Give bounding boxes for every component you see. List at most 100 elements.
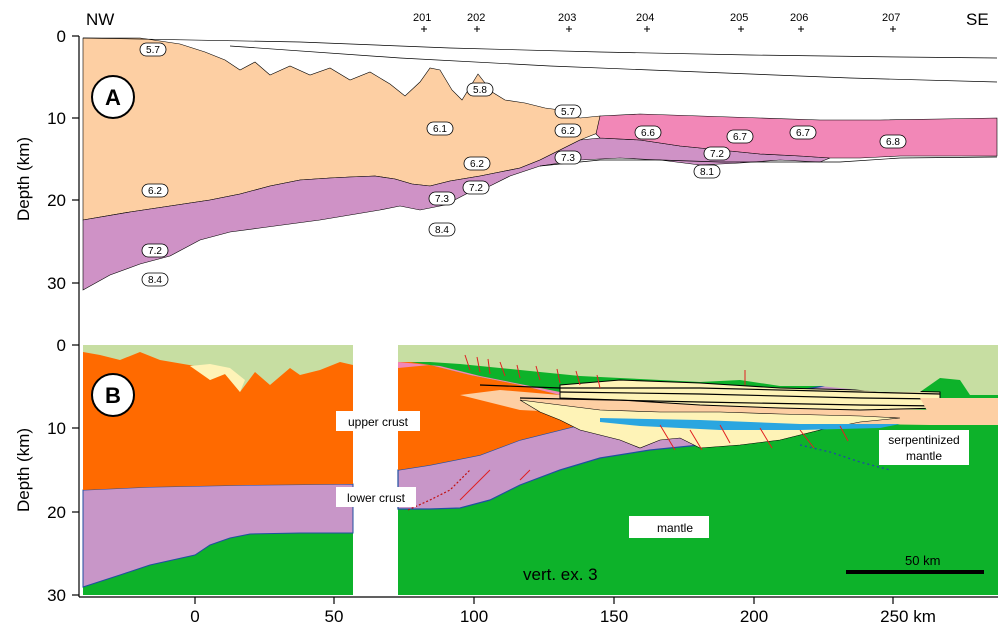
velocity-label: 6.6: [634, 125, 662, 140]
station-mark-203: [566, 26, 572, 32]
velocity-label: 7.2: [141, 243, 169, 258]
panel-a-sediment-line: [229, 45, 998, 83]
x-axis: 0 50 100 150 200 250 km: [79, 596, 998, 626]
panel-a-y-axis: 0 10 20 30 Depth (km): [14, 27, 80, 322]
station-201: 201: [413, 12, 431, 24]
svg-text:6.2: 6.2: [561, 126, 575, 137]
panel-b-left-lower-crust: [82, 483, 354, 588]
velocity-label: 6.2: [463, 156, 491, 171]
panel-b-left-upper-crust: [83, 345, 353, 490]
svg-text:6.8: 6.8: [886, 137, 900, 148]
station-mark-202: [474, 26, 480, 32]
serpentinized-label-2: mantle: [906, 449, 942, 463]
velocity-label: 8.4: [141, 272, 169, 287]
velocity-label: 5.8: [466, 82, 494, 97]
serpentinized-box: [879, 430, 969, 465]
velocity-label: 6.7: [789, 125, 817, 140]
panel-a-ytick-0: 0: [57, 27, 66, 46]
panel-b-red-dotted: [407, 469, 471, 511]
svg-text:5.7: 5.7: [146, 45, 160, 56]
panel-a-velocity-labels: 5.7 5.8 5.7 6.1 6.2 6.6 6.7 6.7 6.8 6.2 …: [139, 42, 907, 287]
station-205: 205: [730, 12, 748, 24]
panel-b-ytick-10: 10: [47, 419, 66, 438]
panel-b-ylabel: Depth (km): [14, 428, 33, 512]
svg-text:6.2: 6.2: [148, 186, 162, 197]
svg-text:6.7: 6.7: [796, 128, 810, 139]
panel-a-surface-line: [82, 37, 998, 59]
station-207: 207: [882, 12, 900, 24]
panel-a-moho-line: [539, 156, 998, 167]
svg-text:8.4: 8.4: [435, 225, 449, 236]
station-mark-207: [890, 26, 896, 32]
panel-a-ytick-30: 30: [47, 274, 66, 293]
svg-text:7.2: 7.2: [710, 149, 724, 160]
lower-crust-box: [336, 487, 416, 507]
svg-text:6.2: 6.2: [470, 159, 484, 170]
station-mark-205: [738, 26, 744, 32]
velocity-label: 6.1: [426, 121, 454, 136]
vert-ex-label: vert. ex. 3: [523, 565, 598, 584]
panel-a-ytick-20: 20: [47, 191, 66, 210]
panel-b-blue-dotted: [799, 444, 891, 471]
serpentinized-label-1: serpentinized: [888, 433, 959, 447]
panel-a-letter: A: [105, 85, 121, 110]
station-mark-204: [644, 26, 650, 32]
velocity-label: 8.4: [428, 222, 456, 237]
panel-a-letter-circle: [91, 75, 135, 119]
station-204: 204: [636, 12, 654, 24]
mantle-label: mantle: [657, 521, 693, 535]
upper-crust-label: upper crust: [348, 415, 409, 429]
station-206: 206: [790, 12, 808, 24]
xtick-100: 100: [460, 607, 488, 626]
velocity-label: 6.2: [141, 183, 169, 198]
xtick-0: 0: [190, 607, 199, 626]
station-markers: 201 202 203 204 205 206 207: [413, 12, 900, 32]
svg-text:7.3: 7.3: [561, 153, 575, 164]
velocity-label: 7.3: [428, 191, 456, 206]
panel-b-ytick-0: 0: [57, 336, 66, 355]
nw-label: NW: [86, 10, 114, 29]
panel-a: 5.7 5.8 5.7 6.1 6.2 6.6 6.7 6.7 6.8 6.2 …: [14, 27, 998, 322]
lower-crust-label: lower crust: [347, 491, 406, 505]
station-203: 203: [558, 12, 576, 24]
svg-text:6.1: 6.1: [433, 124, 447, 135]
velocity-label: 6.2: [554, 123, 582, 138]
panel-a-ylabel: Depth (km): [14, 137, 33, 221]
panel-b-letter: B: [105, 383, 121, 408]
xtick-250: 250 km: [880, 607, 936, 626]
panel-b-y-axis: 0 10 20 30 Depth (km): [14, 322, 80, 605]
xtick-150: 150: [600, 607, 628, 626]
velocity-label: 5.7: [139, 42, 167, 57]
panel-b-faults: [459, 354, 849, 501]
svg-text:5.7: 5.7: [561, 107, 575, 118]
panel-b-left-yellow: [190, 364, 245, 392]
velocity-label: 7.3: [554, 150, 582, 165]
station-mark-201: [421, 26, 427, 32]
se-label: SE: [966, 10, 989, 29]
svg-text:8.1: 8.1: [700, 167, 714, 178]
scale-bar-label: 50 km: [905, 553, 940, 568]
upper-crust-box: [336, 411, 420, 431]
svg-text:7.2: 7.2: [469, 183, 483, 194]
station-202: 202: [467, 12, 485, 24]
station-mark-206: [798, 26, 804, 32]
velocity-label: 5.7: [554, 104, 582, 119]
xtick-50: 50: [325, 607, 344, 626]
velocity-label: 6.8: [879, 134, 907, 149]
xtick-200: 200: [740, 607, 768, 626]
panel-b-blue-layer: [600, 418, 900, 430]
panel-a-ytick-10: 10: [47, 109, 66, 128]
panel-b-serpentinized: [920, 398, 998, 416]
panel-b: B upper crust lower crust mantle serpent…: [14, 322, 998, 605]
panel-b-letter-circle: [91, 373, 135, 417]
panel-b-right-sediments: [398, 345, 998, 395]
panel-b-right-upper-crust: [398, 360, 640, 470]
svg-text:6.7: 6.7: [733, 132, 747, 143]
panel-b-ytick-20: 20: [47, 503, 66, 522]
svg-text:7.2: 7.2: [148, 246, 162, 257]
panel-b-ytick-30: 30: [47, 586, 66, 605]
panel-b-sediment-lines: [479, 384, 941, 407]
svg-text:7.3: 7.3: [435, 194, 449, 205]
velocity-label: 7.2: [703, 146, 731, 161]
